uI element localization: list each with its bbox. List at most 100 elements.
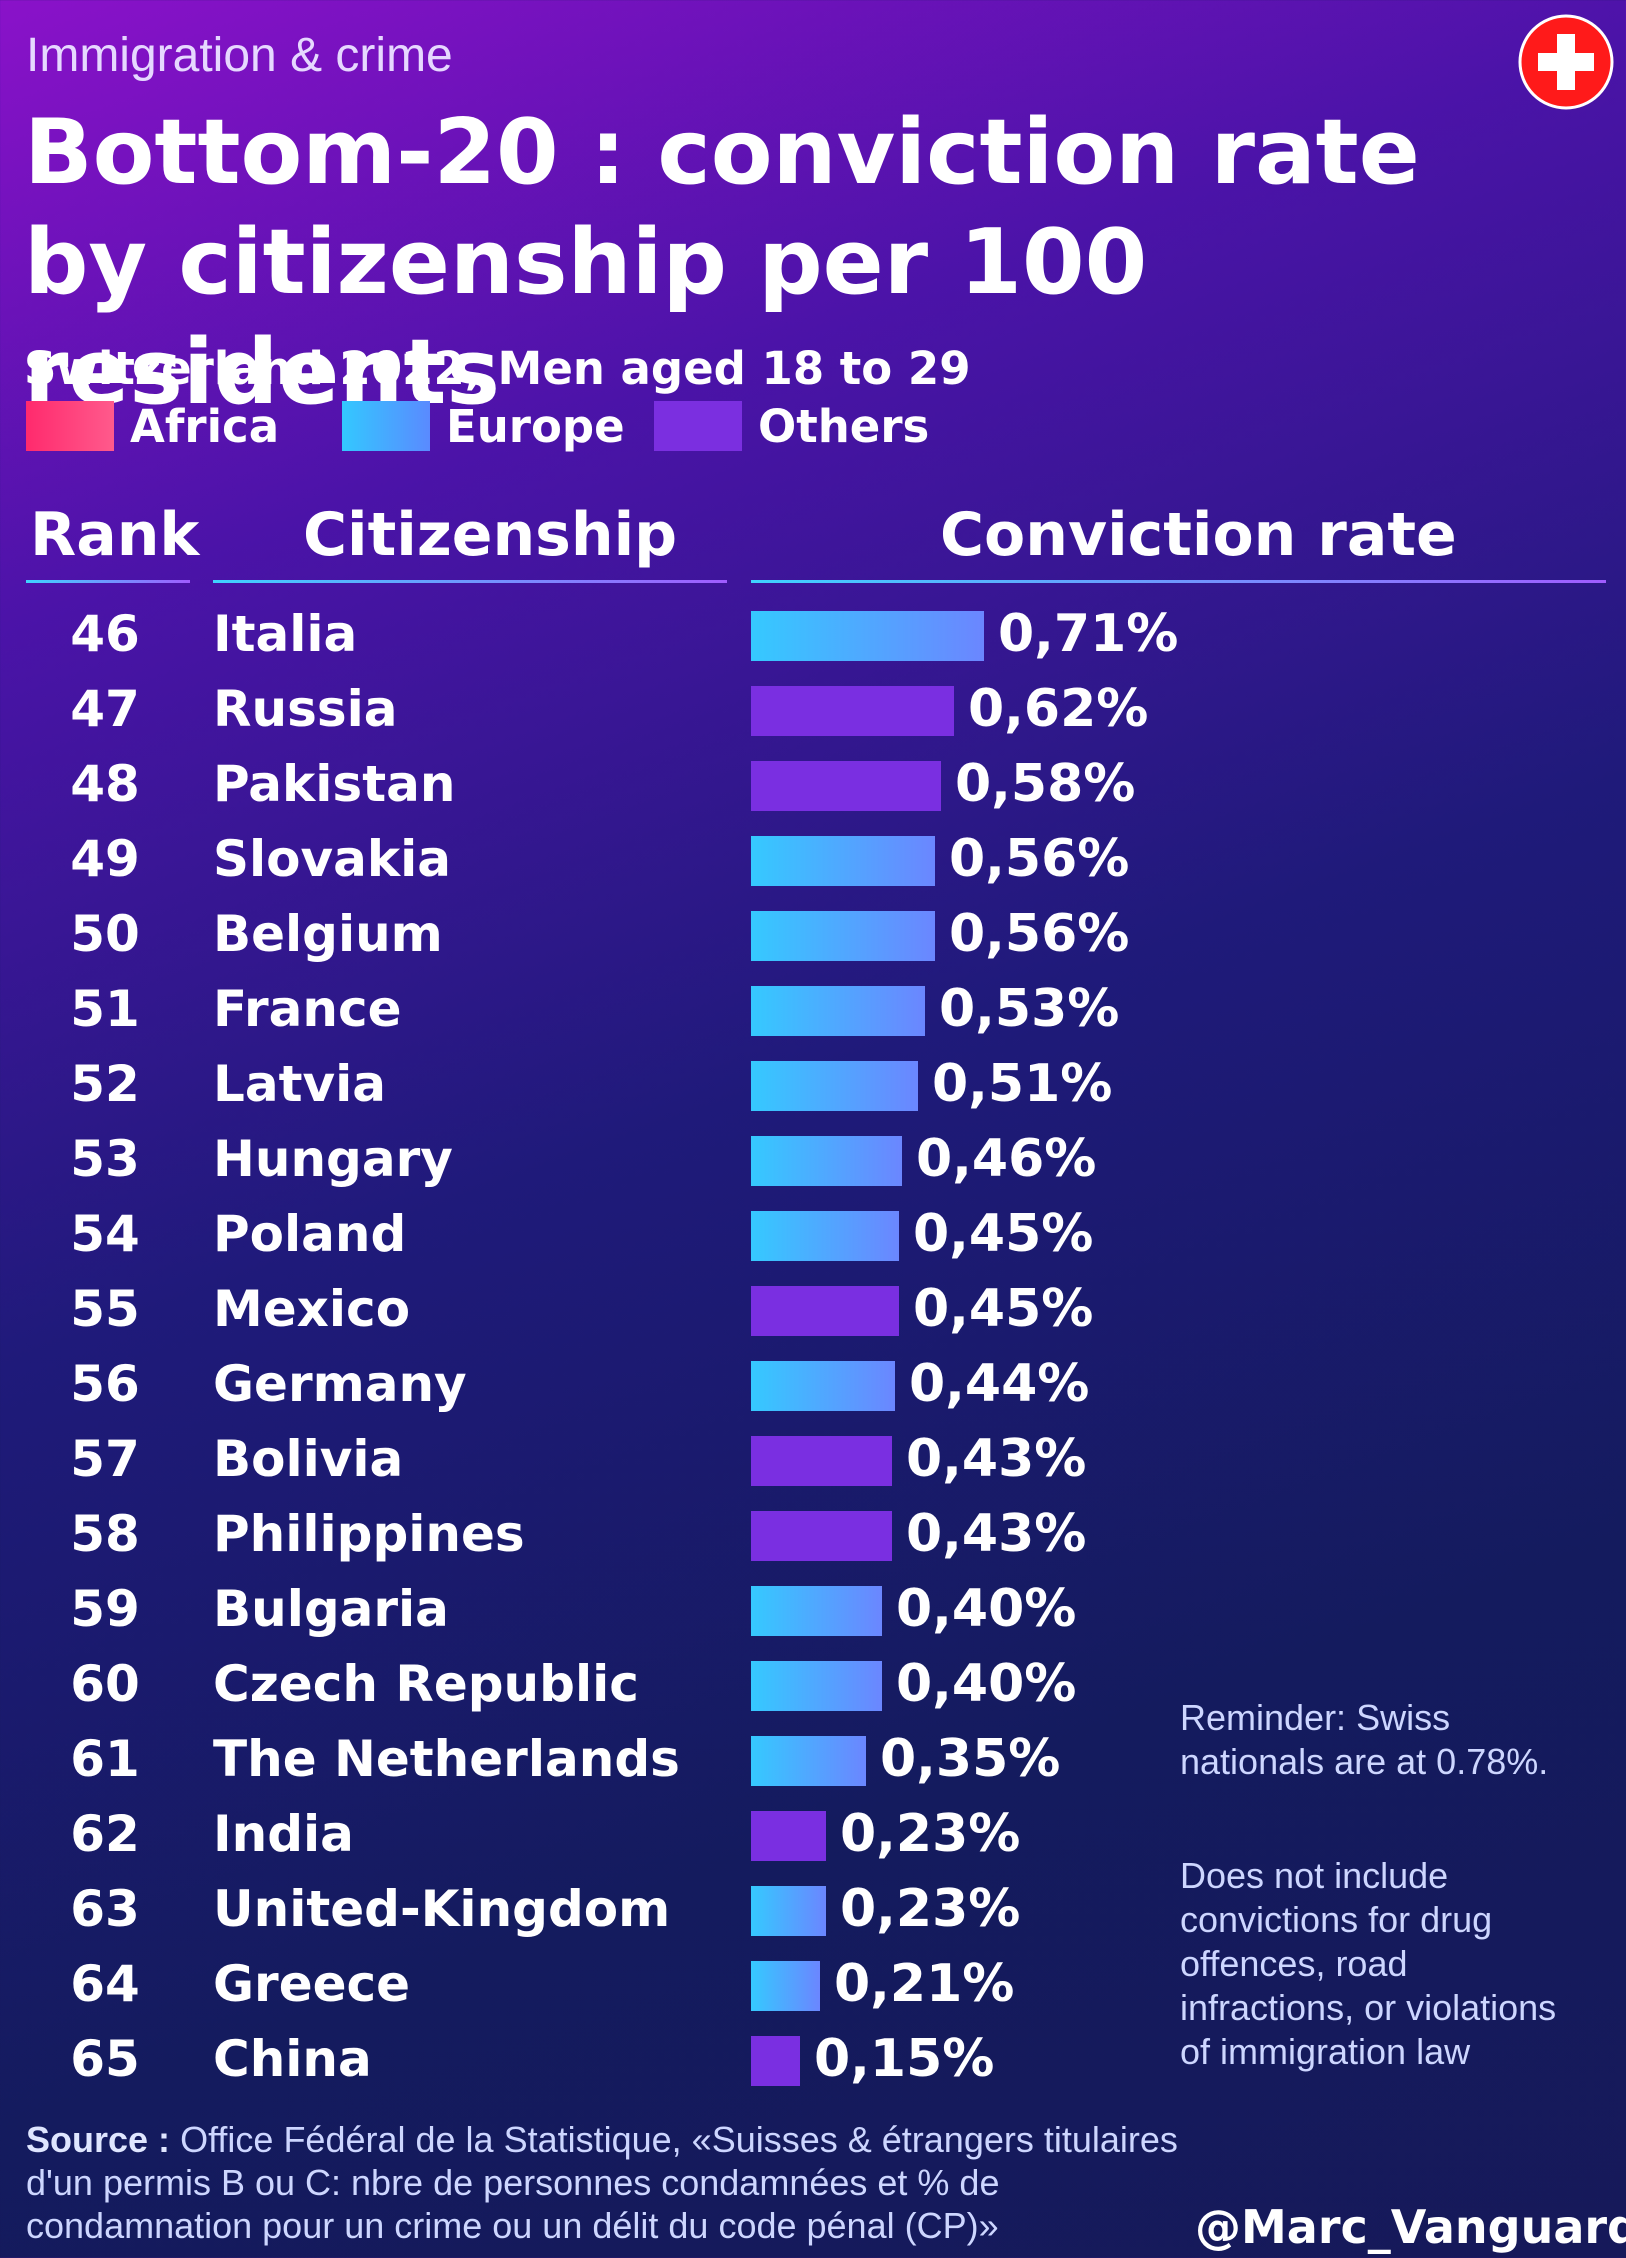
- legend-label-europe: Europe: [446, 399, 625, 453]
- data-label: 0,23%: [840, 1804, 1021, 1864]
- data-label: 0,21%: [834, 1954, 1015, 2014]
- bar-europe: [751, 986, 925, 1036]
- chart-row: 57 Bolivia 0,43%: [0, 1422, 1626, 1497]
- kicker-text: Immigration & crime: [26, 29, 453, 82]
- data-label: 0,40%: [896, 1579, 1077, 1639]
- legend-swatch-others: [654, 401, 742, 451]
- rank-label: 46: [70, 605, 140, 663]
- bar-others: [751, 761, 941, 811]
- rank-label: 57: [70, 1430, 140, 1488]
- bar-europe: [751, 911, 935, 961]
- chart-row: 59 Bulgaria 0,40%: [0, 1572, 1626, 1647]
- chart-row: 65 China 0,15%: [0, 2022, 1626, 2097]
- data-label: 0,43%: [906, 1429, 1087, 1489]
- data-label: 0,35%: [880, 1729, 1061, 1789]
- data-label: 0,45%: [913, 1204, 1094, 1264]
- bar-europe: [751, 1361, 895, 1411]
- rank-label: 52: [70, 1055, 140, 1113]
- category-label: Latvia: [213, 1055, 386, 1113]
- category-label: The Netherlands: [213, 1730, 680, 1788]
- chart-row: 54 Poland 0,45%: [0, 1197, 1626, 1272]
- column-header-citizenship: Citizenship: [303, 500, 678, 570]
- chart-row: 51 France 0,53%: [0, 972, 1626, 1047]
- column-underline-rate: [751, 580, 1606, 583]
- rank-label: 65: [70, 2030, 140, 2088]
- legend-label-africa: Africa: [130, 399, 280, 453]
- chart-row: 46 Italia 0,71%: [0, 597, 1626, 672]
- chart-title: Bottom-20 : conviction rate by citizensh…: [24, 100, 1420, 425]
- author-handle: @Marc_Vanguard_i: [1195, 2200, 1626, 2254]
- legend-label-others: Others: [758, 399, 930, 453]
- chart-row: 49 Slovakia 0,56%: [0, 822, 1626, 897]
- category-label: France: [213, 980, 402, 1038]
- chart-row: 50 Belgium 0,56%: [0, 897, 1626, 972]
- data-label: 0,43%: [906, 1504, 1087, 1564]
- bar-europe: [751, 1211, 899, 1261]
- data-label: 0,56%: [949, 829, 1130, 889]
- category-label: Bulgaria: [213, 1580, 449, 1638]
- data-label: 0,51%: [932, 1054, 1113, 1114]
- rank-label: 53: [70, 1130, 140, 1188]
- chart-row: 62 India 0,23%: [0, 1797, 1626, 1872]
- bar-europe: [751, 1136, 902, 1186]
- source-label: Source :: [26, 2119, 171, 2160]
- bar-europe: [751, 1886, 826, 1936]
- bar-europe: [751, 1661, 882, 1711]
- bar-others: [751, 1511, 892, 1561]
- bar-others: [751, 2036, 800, 2086]
- data-label: 0,46%: [916, 1129, 1097, 1189]
- chart-row: 55 Mexico 0,45%: [0, 1272, 1626, 1347]
- data-label: 0,23%: [840, 1879, 1021, 1939]
- data-label: 0,40%: [896, 1654, 1077, 1714]
- legend-others: Others: [654, 399, 930, 453]
- category-label: Italia: [213, 605, 358, 663]
- chart-row: 52 Latvia 0,51%: [0, 1047, 1626, 1122]
- category-label: Slovakia: [213, 830, 451, 888]
- bar-others: [751, 686, 954, 736]
- rank-label: 49: [70, 830, 140, 888]
- data-label: 0,45%: [913, 1279, 1094, 1339]
- category-label: Bolivia: [213, 1430, 404, 1488]
- source-note: Source : Office Fédéral de la Statistiqu…: [26, 2118, 1216, 2247]
- rank-label: 55: [70, 1280, 140, 1338]
- rank-label: 56: [70, 1355, 140, 1413]
- bar-europe: [751, 611, 984, 661]
- legend-swatch-africa: [26, 401, 114, 451]
- category-label: Germany: [213, 1355, 467, 1413]
- bar-europe: [751, 836, 935, 886]
- column-underline-rank: [26, 580, 190, 583]
- rank-label: 60: [70, 1655, 140, 1713]
- note-exclusion: Does not include convictions for drug of…: [1180, 1855, 1557, 2072]
- category-label: United-Kingdom: [213, 1880, 671, 1938]
- rank-label: 58: [70, 1505, 140, 1563]
- bar-europe: [751, 1961, 820, 2011]
- data-label: 0,15%: [814, 2029, 995, 2089]
- column-underline-citizenship: [213, 580, 727, 583]
- chart-row: 60 Czech Republic 0,40%: [0, 1647, 1626, 1722]
- legend-swatch-europe: [342, 401, 430, 451]
- data-label: 0,44%: [909, 1354, 1090, 1414]
- swiss-flag-icon: [1518, 14, 1614, 110]
- note-reminder: Reminder: Swiss nationals are at 0.78%.: [1180, 1697, 1549, 1782]
- category-label: Mexico: [213, 1280, 411, 1338]
- bar-europe: [751, 1061, 918, 1111]
- data-label: 0,62%: [968, 679, 1149, 739]
- bar-europe: [751, 1586, 882, 1636]
- chart-row: 58 Philippines 0,43%: [0, 1497, 1626, 1572]
- rank-label: 62: [70, 1805, 140, 1863]
- chart-row: 48 Pakistan 0,58%: [0, 747, 1626, 822]
- rank-label: 63: [70, 1880, 140, 1938]
- chart-row: 64 Greece 0,21%: [0, 1947, 1626, 2022]
- bar-europe: [751, 1736, 866, 1786]
- category-label: Greece: [213, 1955, 411, 2013]
- data-label: 0,53%: [939, 979, 1120, 1039]
- rank-label: 50: [70, 905, 140, 963]
- category-label: Philippines: [213, 1505, 525, 1563]
- rank-label: 61: [70, 1730, 140, 1788]
- legend-africa: Africa: [26, 399, 280, 453]
- chart-row: 61 The Netherlands 0,35%: [0, 1722, 1626, 1797]
- chart-row: 53 Hungary 0,46%: [0, 1122, 1626, 1197]
- chart-row: 56 Germany 0,44%: [0, 1347, 1626, 1422]
- category-label: China: [213, 2030, 372, 2088]
- column-header-rate: Conviction rate: [940, 500, 1457, 570]
